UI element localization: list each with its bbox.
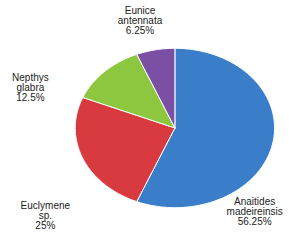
svg-text:Nepthysglabra12.5%: Nepthysglabra12.5% [12, 72, 49, 103]
svg-text:Euclymenesp.25%: Euclymenesp.25% [21, 200, 71, 231]
svg-text:Euniceantennata6.25%: Euniceantennata6.25% [118, 5, 163, 36]
svg-text:Anaitidesmadeireinsis56.25%: Anaitidesmadeireinsis56.25% [227, 196, 283, 227]
